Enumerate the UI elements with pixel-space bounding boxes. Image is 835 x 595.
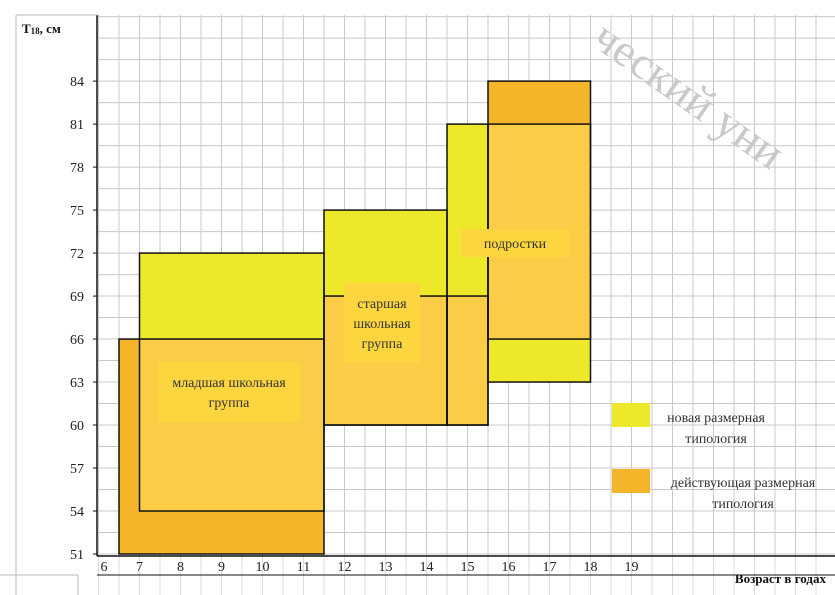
- legend-swatch-new: [612, 403, 650, 427]
- x-tick-label: 9: [218, 560, 225, 575]
- y-tick-label: 81: [70, 118, 84, 133]
- x-axis-title: Возраст в годах: [735, 571, 827, 586]
- group-label-bg-1: [158, 362, 300, 422]
- group-label-line: старшая: [357, 297, 407, 312]
- group-label-bg-2: [344, 283, 420, 363]
- x-tick-label: 12: [338, 560, 352, 575]
- y-tick-label: 78: [70, 161, 84, 176]
- y-tick-label: 63: [70, 376, 84, 391]
- y-tick-label: 66: [70, 333, 84, 348]
- y-tick-label: 60: [70, 419, 84, 434]
- x-tick-label: 18: [584, 560, 598, 575]
- group-label-line: группа: [362, 337, 404, 352]
- x-tick-label: 19: [625, 560, 639, 575]
- y-axis-title-main: T: [22, 21, 31, 36]
- x-tick-label: 8: [177, 560, 184, 575]
- y-tick-label: 75: [70, 204, 84, 219]
- current-bar-outline-1: [118, 338, 325, 555]
- group-label-line: младшая школьная: [172, 376, 286, 391]
- bar-outlines: [118, 80, 592, 555]
- axes: [0, 14, 835, 595]
- legend-label-current: действующая размерная: [671, 476, 816, 491]
- x-tick-label: 15: [461, 560, 475, 575]
- y-tick-label: 51: [70, 548, 84, 563]
- x-tick-label: 6: [101, 560, 108, 575]
- watermark-text: ческий уни: [584, 10, 794, 178]
- y-tick-label: 84: [70, 75, 84, 90]
- current-bar-outline-4: [487, 80, 592, 340]
- y-tick-label: 72: [70, 247, 84, 262]
- legend-label-new: типология: [685, 432, 747, 447]
- x-tick-label: 17: [543, 560, 557, 575]
- x-tick-label: 14: [420, 560, 434, 575]
- group-label-bg-3: [461, 229, 569, 257]
- y-axis-title: T18, см: [22, 21, 61, 36]
- group-label-line: группа: [209, 396, 251, 411]
- x-tick-label: 7: [136, 560, 143, 575]
- group-labels: младшая школьная группа старшая школьная гру…: [158, 229, 569, 422]
- y-axis-title-rest: , см: [40, 21, 61, 36]
- x-tick-label: 10: [256, 560, 270, 575]
- legend-label-current: типология: [712, 497, 774, 512]
- y-tick-label: 69: [70, 290, 84, 305]
- y-tick-label: 57: [70, 462, 84, 477]
- y-tick-label: 54: [70, 505, 84, 520]
- x-tick-label: 11: [297, 560, 310, 575]
- overlap-bar-3: [447, 296, 488, 426]
- x-tick-label: 16: [502, 560, 516, 575]
- current-bar-outline-3: [446, 295, 489, 426]
- legend: новая размерная типология действующая разм…: [612, 403, 816, 512]
- legend-swatch-current: [612, 469, 650, 493]
- legend-label-new: новая размерная: [667, 411, 765, 426]
- x-tick-label: 13: [379, 560, 393, 575]
- y-axis-title-sub: 18: [31, 26, 41, 36]
- group-label-line: школьная: [353, 317, 411, 332]
- group-label-line: подростки: [484, 237, 547, 252]
